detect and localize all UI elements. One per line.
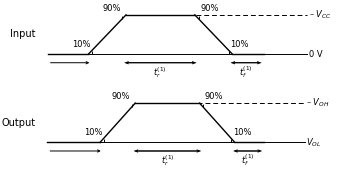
Text: Output: Output (1, 118, 36, 128)
Text: $t_f^{(1)}$: $t_f^{(1)}$ (241, 153, 255, 168)
Text: 90%: 90% (102, 4, 121, 13)
Text: Input: Input (10, 29, 35, 40)
Text: 90%: 90% (112, 92, 130, 101)
Text: 90%: 90% (204, 92, 223, 101)
Text: $V_{OL}$: $V_{OL}$ (307, 136, 322, 149)
Text: $t_f^{(1)}$: $t_f^{(1)}$ (239, 65, 253, 80)
Text: – $V_{CC}$: – $V_{CC}$ (309, 9, 332, 21)
Text: 0 V: 0 V (309, 50, 322, 59)
Text: $t_r^{(1)}$: $t_r^{(1)}$ (154, 65, 167, 80)
Text: 10%: 10% (230, 40, 249, 49)
Text: 10%: 10% (84, 128, 102, 137)
Text: 10%: 10% (72, 40, 91, 49)
Text: 90%: 90% (200, 4, 219, 13)
Text: – $V_{OH}$: – $V_{OH}$ (307, 97, 330, 109)
Text: $t_r^{(1)}$: $t_r^{(1)}$ (161, 153, 174, 168)
Text: 10%: 10% (233, 128, 251, 137)
